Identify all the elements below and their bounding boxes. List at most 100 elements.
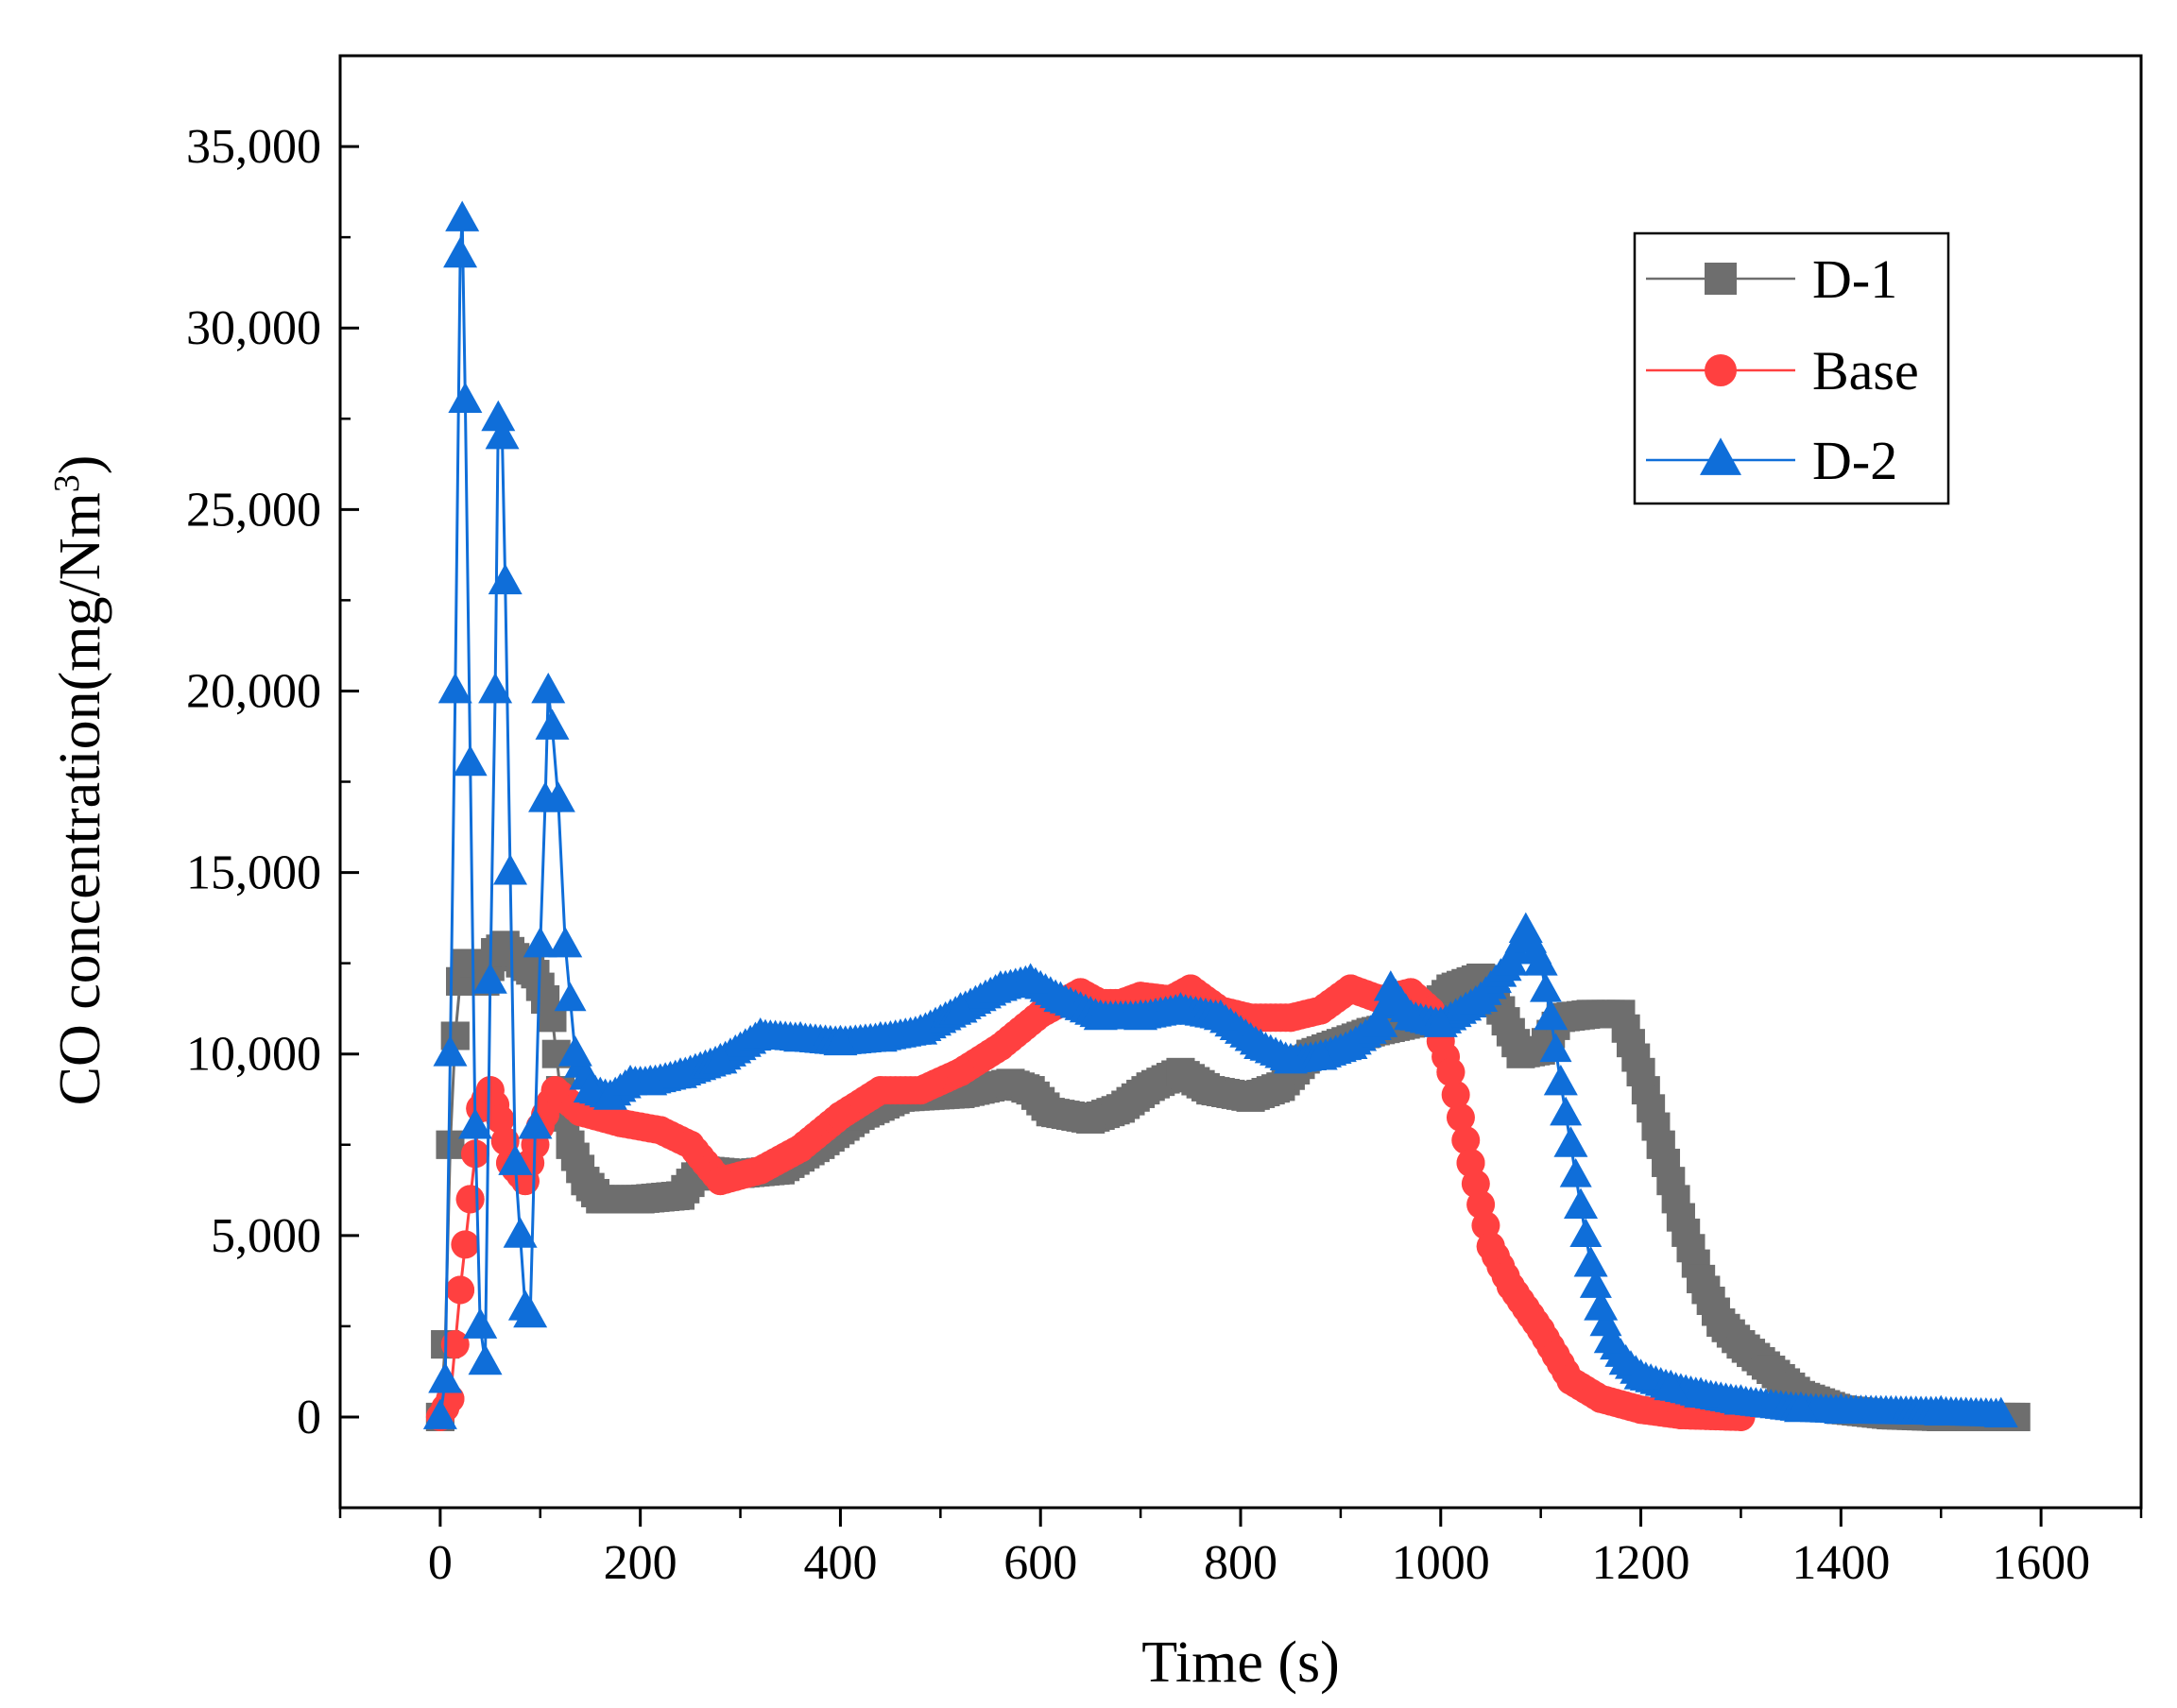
data-point	[1306, 996, 1335, 1025]
data-point	[540, 1076, 570, 1105]
data-point	[486, 1104, 515, 1134]
data-point	[1684, 1376, 1719, 1408]
y-tick-label: 30,000	[186, 301, 321, 355]
legend-marker	[1705, 354, 1737, 386]
data-point	[448, 382, 483, 413]
data-point	[1626, 1057, 1655, 1086]
data-point	[743, 1017, 778, 1049]
data-point	[1203, 999, 1238, 1031]
data-point	[498, 1144, 533, 1175]
data-point	[548, 926, 583, 958]
legend-item-d-2: D-2	[1646, 430, 1897, 491]
legend-marker	[1700, 437, 1741, 475]
data-point	[1783, 1391, 1818, 1423]
data-point	[1123, 999, 1158, 1031]
data-point	[463, 1307, 498, 1339]
data-point	[1723, 1384, 1758, 1415]
data-point	[1013, 963, 1048, 994]
data-point	[1441, 1080, 1470, 1109]
x-tick-label: 1000	[1392, 1536, 1490, 1590]
x-tick-label: 1400	[1791, 1536, 1890, 1590]
data-point	[1608, 1343, 1643, 1375]
data-point	[1243, 1028, 1278, 1059]
data-point	[475, 1076, 505, 1105]
data-point	[986, 1033, 1015, 1062]
data-point	[1573, 1246, 1608, 1277]
data-point	[1464, 981, 1499, 1013]
data-point	[1394, 999, 1429, 1031]
data-point	[1687, 1264, 1716, 1293]
data-point	[1586, 1384, 1616, 1413]
x-axis-ticks: 0 200 400 600 800 1000 1200 1400 1600	[338, 1508, 2143, 1590]
data-point	[503, 1217, 538, 1248]
data-point	[440, 1330, 470, 1359]
data-point	[592, 1079, 627, 1110]
data-point	[1924, 1394, 1959, 1426]
y-tick-label: 5,000	[211, 1209, 321, 1263]
data-point	[451, 1230, 480, 1259]
data-point	[1564, 1187, 1599, 1220]
data-point	[1076, 1104, 1106, 1134]
x-tick-label: 800	[1204, 1536, 1277, 1590]
series-layer	[422, 200, 2031, 1431]
legend-label: D-2	[1812, 430, 1897, 491]
legend-label: Base	[1812, 340, 1919, 401]
data-point	[1493, 945, 1528, 976]
data-point	[626, 1185, 655, 1214]
data-point	[1373, 970, 1408, 1001]
y-tick-label: 0	[297, 1391, 321, 1444]
data-point	[645, 1116, 675, 1145]
data-point	[1539, 1033, 1572, 1063]
data-point	[1043, 981, 1078, 1013]
data-point	[1534, 999, 1568, 1031]
data-point	[468, 1343, 503, 1375]
data-point	[606, 1108, 635, 1137]
data-point	[1523, 945, 1558, 976]
data-point	[906, 1076, 935, 1105]
data-point	[983, 970, 1018, 1001]
data-point	[446, 1275, 475, 1305]
y-tick-label: 25,000	[186, 483, 321, 537]
data-point	[663, 1057, 698, 1088]
data-point	[1333, 1028, 1368, 1059]
legend-marker	[1705, 263, 1737, 295]
data-point	[493, 854, 528, 885]
data-point	[1273, 1042, 1308, 1074]
data-point	[518, 1108, 553, 1139]
data-point	[1236, 1083, 1265, 1112]
y-tick-label: 35,000	[186, 120, 321, 174]
data-point	[1623, 1358, 1658, 1390]
data-point	[1726, 1330, 1756, 1359]
data-point	[946, 1057, 975, 1086]
data-point	[1451, 1125, 1481, 1154]
x-tick-label: 0	[428, 1536, 453, 1590]
data-point	[556, 1130, 585, 1159]
data-point	[1336, 974, 1365, 1003]
data-point	[943, 992, 978, 1023]
data-point	[457, 1108, 492, 1139]
data-point	[1136, 1072, 1165, 1102]
data-point	[1303, 1039, 1338, 1070]
legend-item-d-1: D-1	[1646, 248, 1897, 310]
x-tick-label: 1600	[1992, 1536, 2090, 1590]
data-point	[1526, 1315, 1555, 1344]
data-point	[786, 1134, 815, 1163]
data-point	[540, 781, 575, 812]
data-point	[521, 960, 550, 989]
data-point	[1036, 1098, 1065, 1127]
y-tick-label: 15,000	[186, 846, 321, 900]
data-point	[1543, 1064, 1578, 1096]
data-point	[531, 672, 566, 704]
data-point	[1423, 1006, 1458, 1037]
data-point	[1176, 974, 1206, 1003]
x-axis-title: Time (s)	[1141, 1631, 1340, 1695]
data-point	[1556, 1366, 1586, 1395]
data-point	[1541, 1341, 1570, 1370]
data-point	[863, 1020, 898, 1052]
data-point	[1666, 1401, 1695, 1430]
data-point	[488, 563, 523, 595]
data-point	[443, 236, 478, 268]
y-axis-title-close: )	[48, 455, 112, 475]
legend-item-base: Base	[1646, 340, 1919, 401]
